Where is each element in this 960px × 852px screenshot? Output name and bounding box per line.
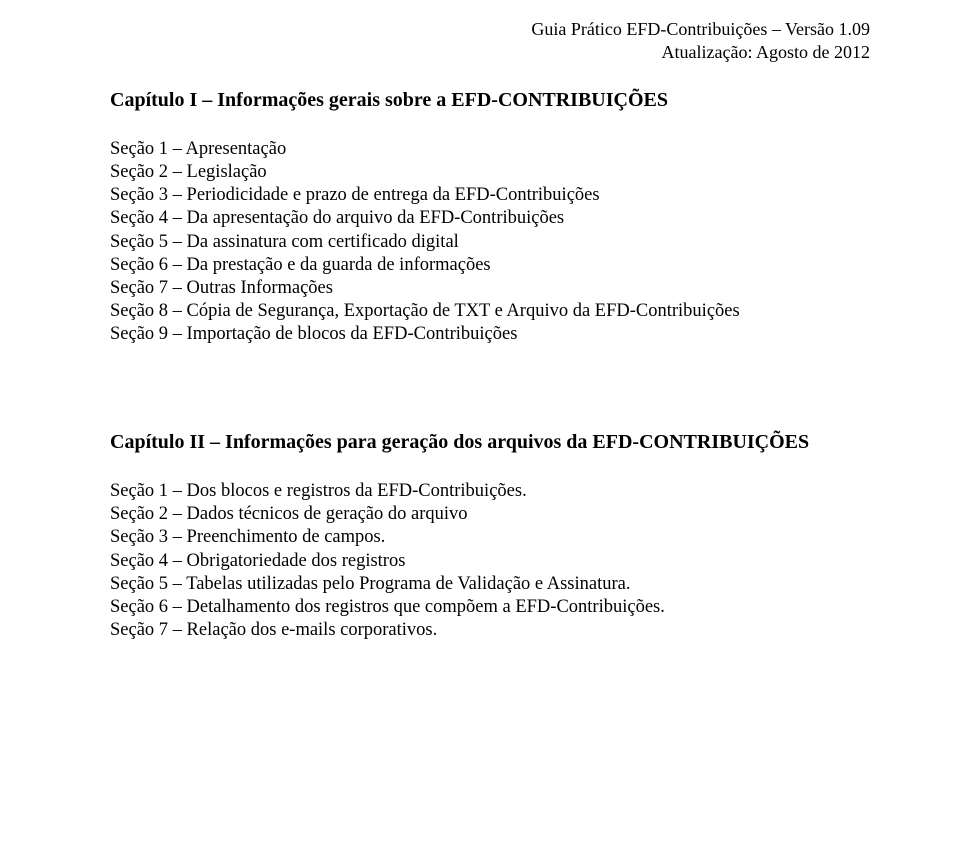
document-header: Guia Prático EFD-Contribuições – Versão …	[110, 18, 870, 63]
chapter-1-sections: Seção 1 – Apresentação Seção 2 – Legisla…	[110, 138, 870, 346]
section-item: Seção 3 – Periodicidade e prazo de entre…	[110, 184, 870, 207]
section-item: Seção 1 – Apresentação	[110, 138, 870, 161]
header-subtitle: Atualização: Agosto de 2012	[110, 41, 870, 64]
section-item: Seção 9 – Importação de blocos da EFD-Co…	[110, 323, 870, 346]
section-item: Seção 7 – Outras Informações	[110, 277, 870, 300]
section-item: Seção 7 – Relação dos e-mails corporativ…	[110, 619, 870, 642]
section-item: Seção 4 – Da apresentação do arquivo da …	[110, 207, 870, 230]
section-item: Seção 1 – Dos blocos e registros da EFD-…	[110, 480, 870, 503]
section-item: Seção 8 – Cópia de Segurança, Exportação…	[110, 300, 870, 323]
section-item: Seção 4 – Obrigatoriedade dos registros	[110, 550, 870, 573]
section-item: Seção 6 – Da prestação e da guarda de in…	[110, 254, 870, 277]
section-item: Seção 6 – Detalhamento dos registros que…	[110, 596, 870, 619]
section-item: Seção 2 – Dados técnicos de geração do a…	[110, 503, 870, 526]
header-title: Guia Prático EFD-Contribuições – Versão …	[110, 18, 870, 41]
section-item: Seção 3 – Preenchimento de campos.	[110, 526, 870, 549]
section-item: Seção 2 – Legislação	[110, 161, 870, 184]
section-item: Seção 5 – Tabelas utilizadas pelo Progra…	[110, 573, 870, 596]
chapter-2-title: Capítulo II – Informações para geração d…	[110, 430, 870, 454]
section-item: Seção 5 – Da assinatura com certificado …	[110, 231, 870, 254]
chapter-1-title: Capítulo I – Informações gerais sobre a …	[110, 89, 870, 112]
chapter-2-sections: Seção 1 – Dos blocos e registros da EFD-…	[110, 480, 870, 642]
